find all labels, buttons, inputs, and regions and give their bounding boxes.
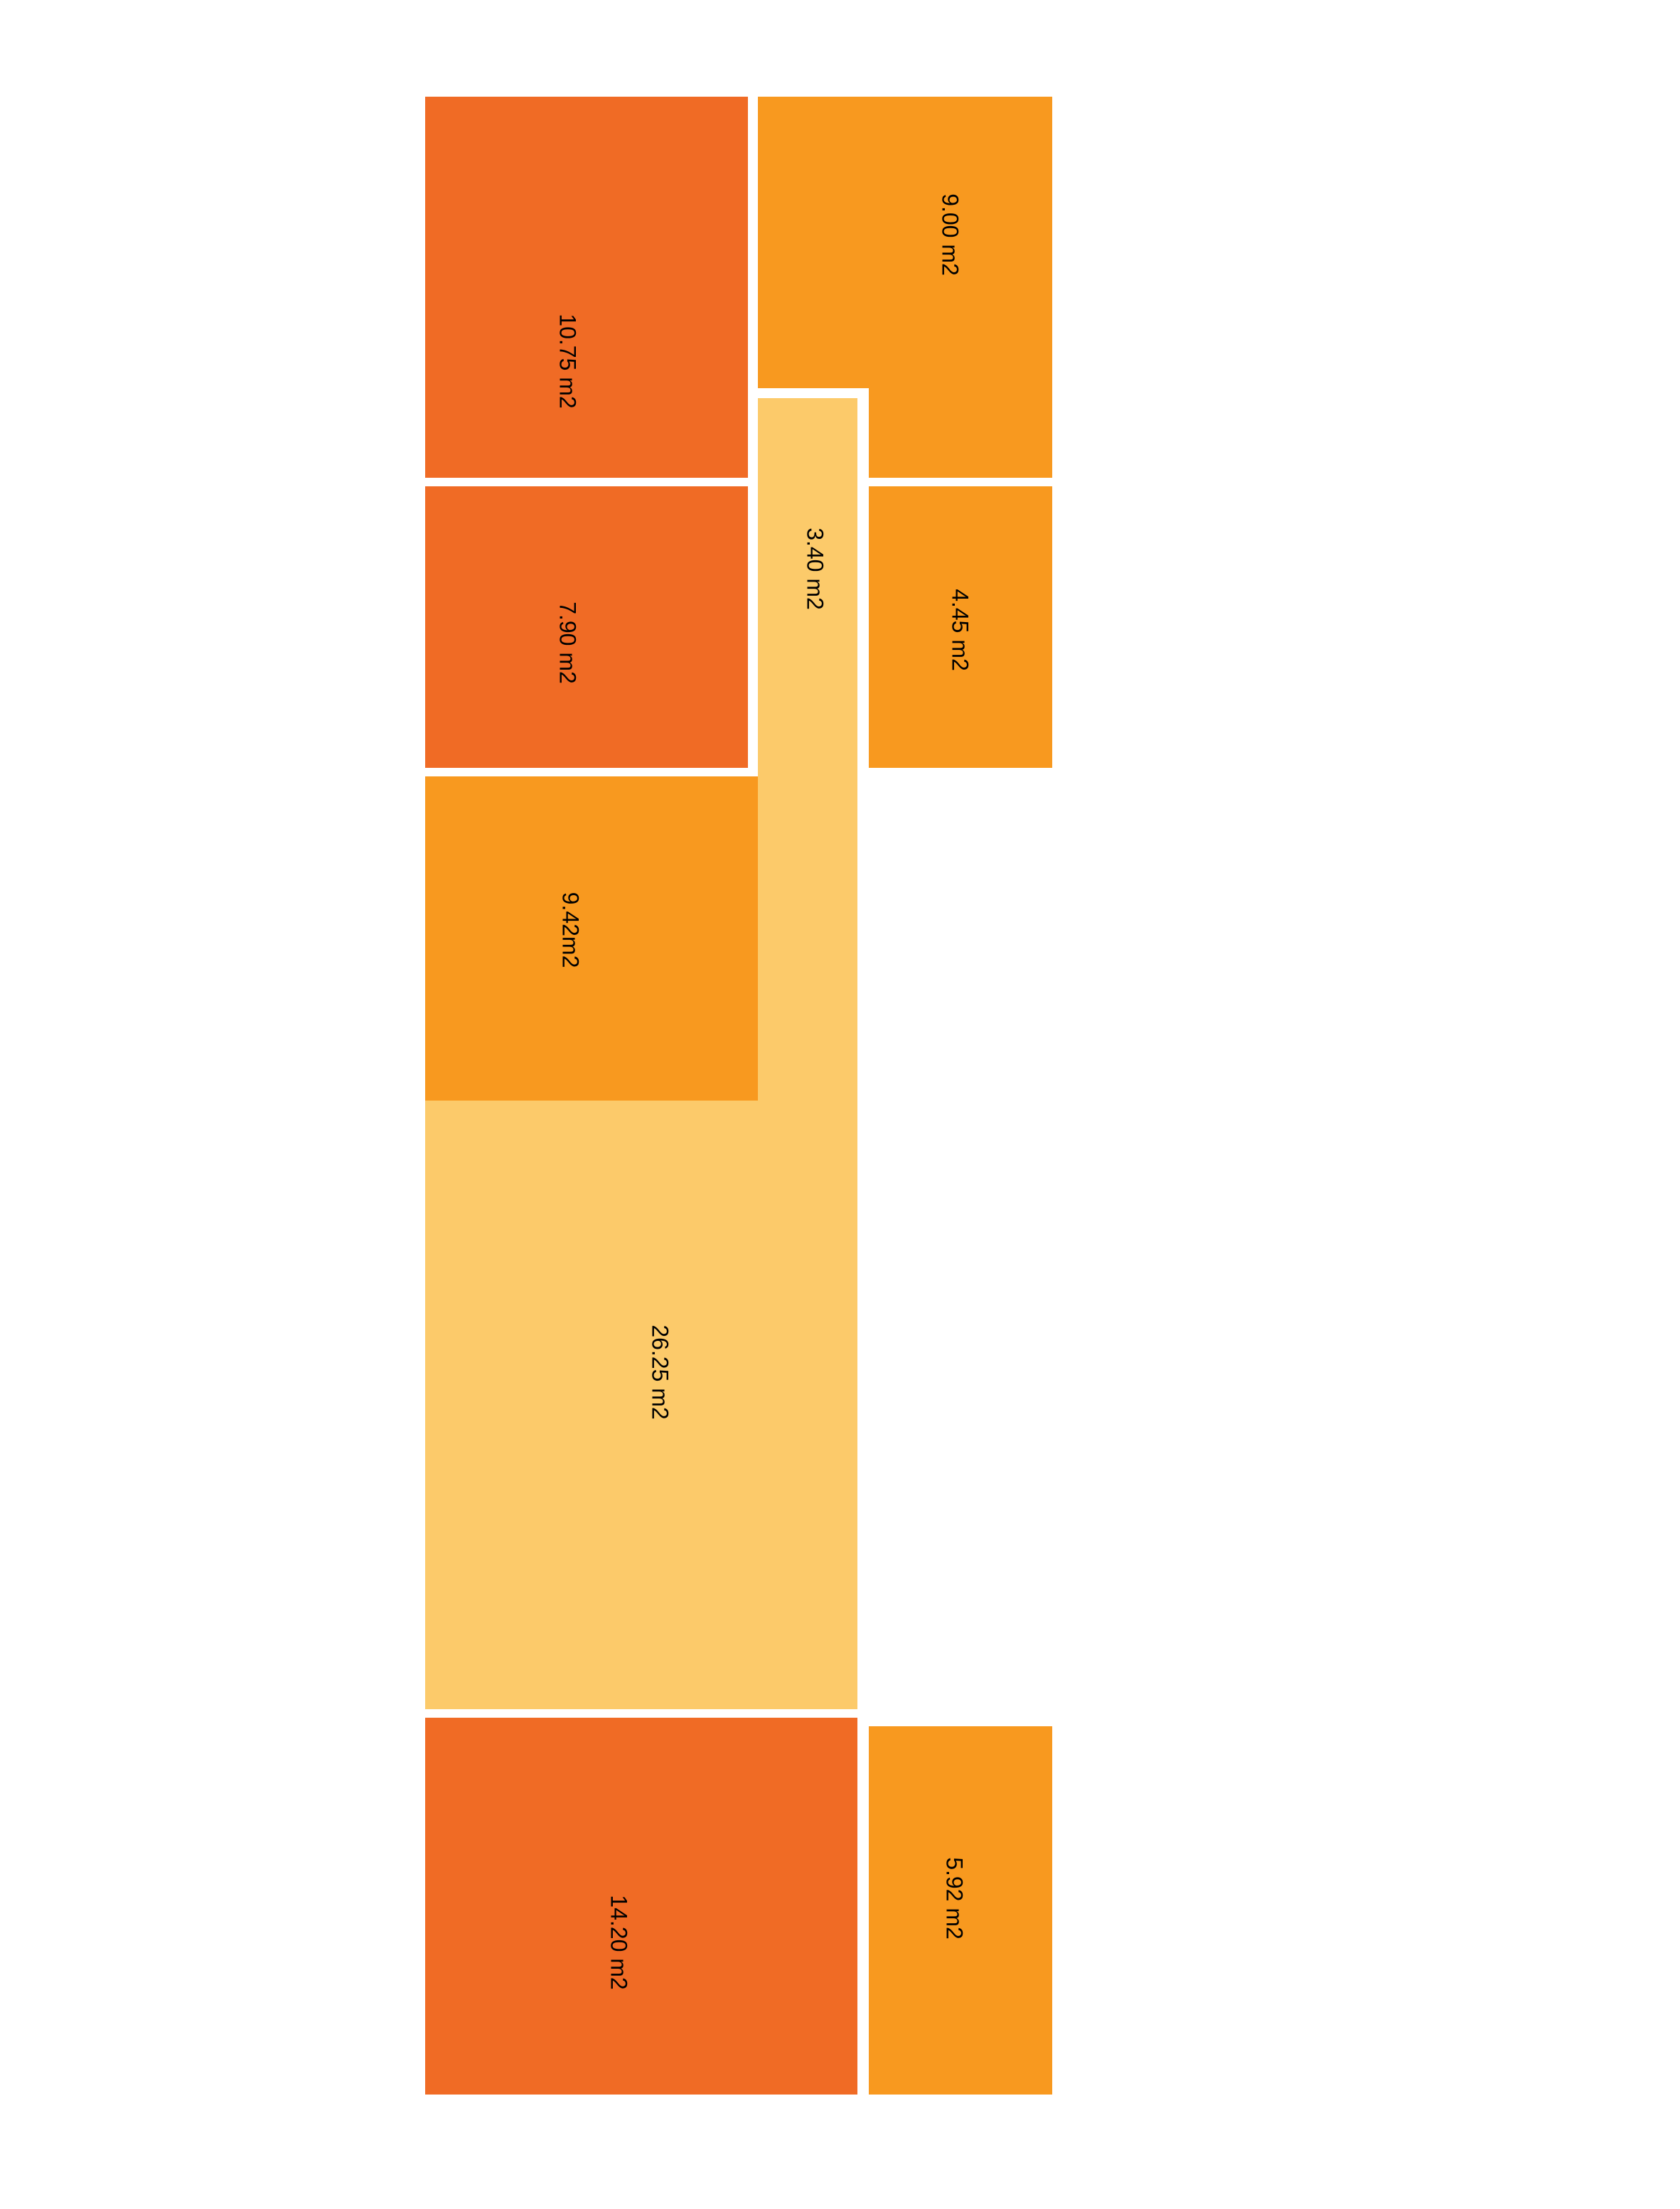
room-9-00-shape [758, 97, 1052, 478]
room-4-45-area-label: 4.45 m2 [948, 589, 973, 671]
room-5-92-shape [869, 1726, 1052, 2095]
room-5-92 [869, 1726, 1052, 2095]
room-10-75-shape [425, 97, 748, 478]
room-3-40-area-label: 3.40 m2 [803, 528, 828, 610]
room-5-92-area-label: 5.92 m2 [942, 1857, 968, 1940]
room-9-00 [758, 97, 1052, 478]
room-14-20-area-label: 14.20 m2 [606, 1895, 632, 1989]
room-7-90 [425, 486, 748, 768]
room-10-75-area-label: 10.75 m2 [555, 314, 581, 408]
room-14-20 [425, 1718, 857, 2095]
room-9-42 [425, 776, 758, 1101]
room-4-45-shape [869, 486, 1052, 768]
room-26-25-area-label: 26.25 m2 [648, 1325, 673, 1419]
room-26-25-shape [425, 1095, 857, 1709]
room-3-40 [758, 398, 857, 1102]
room-9-42-area-label: 9.42m2 [558, 892, 584, 968]
room-14-20-shape [425, 1718, 857, 2095]
room-4-45 [869, 486, 1052, 768]
room-9-42-shape [425, 776, 758, 1101]
room-7-90-shape [425, 486, 748, 768]
room-3-40-shape [758, 398, 857, 1102]
room-10-75 [425, 97, 748, 478]
room-7-90-area-label: 7.90 m2 [555, 601, 581, 684]
room-9-00-area-label: 9.00 m2 [938, 193, 963, 276]
room-26-25 [425, 1095, 857, 1709]
